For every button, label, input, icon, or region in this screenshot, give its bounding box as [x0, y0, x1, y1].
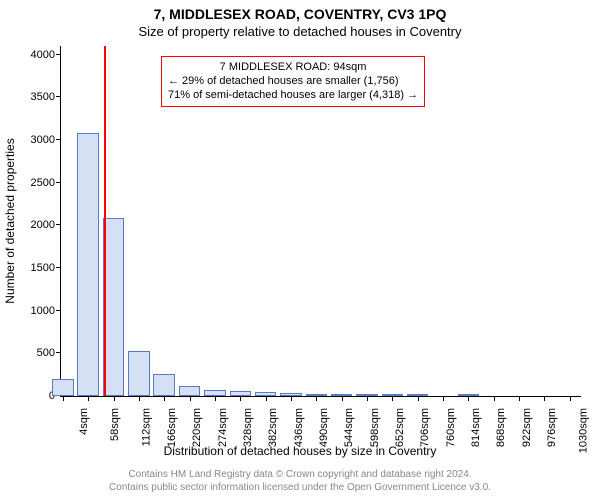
x-tick-label: 706sqm — [419, 408, 431, 447]
y-tick-mark — [56, 352, 61, 353]
x-tick-mark — [316, 396, 317, 401]
x-tick-mark — [266, 396, 267, 401]
annotation-line: 71% of semi-detached houses are larger (… — [168, 89, 418, 103]
x-tick-label: 598sqm — [369, 408, 381, 447]
y-tick-label: 4000 — [31, 49, 61, 61]
x-tick-label: 4sqm — [78, 408, 90, 435]
x-tick-mark — [88, 396, 89, 401]
y-tick-mark — [56, 224, 61, 225]
x-tick-mark — [342, 396, 343, 401]
x-tick-label: 166sqm — [166, 408, 178, 447]
chart-container: 7, MIDDLESEX ROAD, COVENTRY, CV3 1PQ Siz… — [0, 0, 600, 500]
x-tick-label: 544sqm — [343, 408, 355, 447]
y-tick-label: 1000 — [31, 305, 61, 317]
page-subtitle: Size of property relative to detached ho… — [0, 24, 600, 39]
x-tick-label: 436sqm — [293, 408, 305, 447]
y-tick-mark — [56, 310, 61, 311]
y-tick-mark — [56, 54, 61, 55]
y-axis-label: Number of detached properties — [3, 138, 17, 303]
property-marker-line — [104, 46, 106, 396]
annotation-box: 7 MIDDLESEX ROAD: 94sqm← 29% of detached… — [161, 56, 425, 107]
x-tick-label: 868sqm — [496, 408, 508, 447]
y-tick-mark — [56, 96, 61, 97]
x-tick-mark — [392, 396, 393, 401]
x-tick-label: 382sqm — [267, 408, 279, 447]
annotation-line: ← 29% of detached houses are smaller (1,… — [168, 75, 418, 89]
x-tick-mark — [139, 396, 140, 401]
histogram-bar — [77, 133, 99, 396]
y-tick-label: 500 — [37, 347, 61, 359]
x-tick-mark — [418, 396, 419, 401]
y-tick-mark — [56, 139, 61, 140]
x-tick-label: 922sqm — [521, 408, 533, 447]
x-tick-mark — [494, 396, 495, 401]
x-tick-mark — [443, 396, 444, 401]
x-tick-mark — [570, 396, 571, 401]
x-tick-mark — [367, 396, 368, 401]
x-tick-mark — [215, 396, 216, 401]
histogram-bar — [52, 379, 74, 396]
x-tick-label: 328sqm — [242, 408, 254, 447]
footer-line-1: Contains HM Land Registry data © Crown c… — [0, 469, 600, 482]
x-tick-label: 112sqm — [140, 408, 152, 446]
x-tick-mark — [519, 396, 520, 401]
y-tick-label: 3000 — [31, 134, 61, 146]
x-tick-label: 490sqm — [318, 408, 330, 447]
x-tick-label: 220sqm — [191, 408, 203, 447]
x-tick-label: 760sqm — [445, 408, 457, 447]
x-axis-label: Distribution of detached houses by size … — [0, 444, 600, 458]
page-title: 7, MIDDLESEX ROAD, COVENTRY, CV3 1PQ — [0, 6, 600, 22]
x-tick-mark — [114, 396, 115, 401]
x-tick-mark — [544, 396, 545, 401]
x-tick-mark — [190, 396, 191, 401]
x-tick-label: 814sqm — [470, 408, 482, 447]
y-tick-mark — [56, 182, 61, 183]
histogram-bar — [128, 351, 150, 396]
x-tick-label: 58sqm — [109, 408, 121, 441]
y-tick-label: 1500 — [31, 262, 61, 274]
x-tick-mark — [291, 396, 292, 401]
y-tick-label: 3500 — [31, 91, 61, 103]
x-tick-label: 274sqm — [217, 408, 229, 447]
x-tick-mark — [164, 396, 165, 401]
histogram-plot: 050010001500200025003000350040004sqm58sq… — [60, 46, 581, 397]
y-tick-label: 2000 — [31, 219, 61, 231]
histogram-bar — [179, 386, 201, 396]
x-tick-label: 976sqm — [546, 408, 558, 447]
footer-line-2: Contains public sector information licen… — [0, 482, 600, 495]
histogram-bar — [153, 374, 175, 396]
x-tick-mark — [240, 396, 241, 401]
annotation-line: 7 MIDDLESEX ROAD: 94sqm — [168, 61, 418, 75]
y-tick-mark — [56, 267, 61, 268]
x-tick-label: 652sqm — [394, 408, 406, 447]
y-tick-label: 2500 — [31, 177, 61, 189]
attribution-footer: Contains HM Land Registry data © Crown c… — [0, 469, 600, 494]
x-tick-mark — [468, 396, 469, 401]
x-tick-mark — [63, 396, 64, 401]
